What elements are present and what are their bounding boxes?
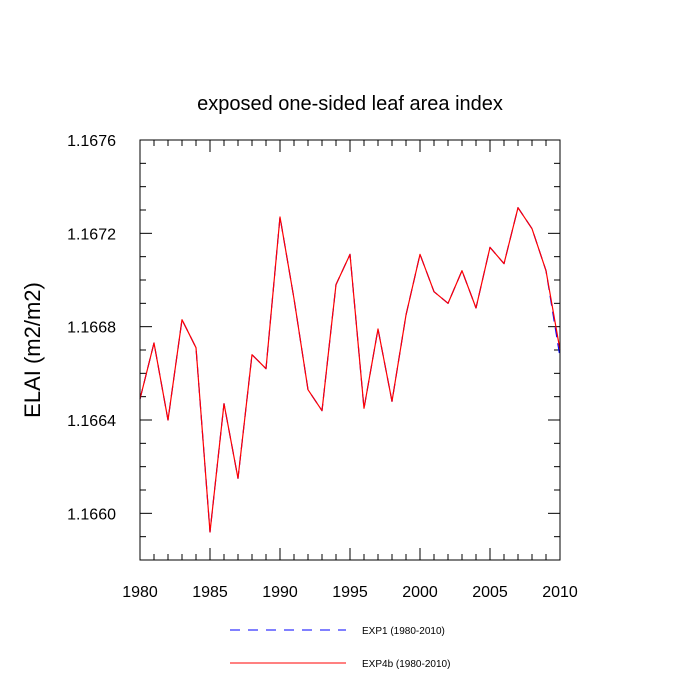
- y-tick-label: 1.1676: [67, 133, 116, 150]
- x-tick-label: 1995: [332, 584, 368, 601]
- chart-title: exposed one-sided leaf area index: [197, 93, 503, 115]
- y-tick-label: 1.1672: [67, 226, 116, 243]
- y-tick-label: 1.1668: [67, 320, 116, 337]
- legend: EXP1 (1980-2010) EXP4b (1980-2010): [230, 626, 450, 670]
- x-tick-label: 1990: [262, 584, 298, 601]
- series-line-2: [139, 207, 561, 533]
- x-tick-label: 2000: [402, 584, 438, 601]
- y-axis-label: ELAI (m2/m2): [20, 282, 45, 418]
- x-tick-label: 2005: [472, 584, 508, 601]
- legend-label-1: EXP1 (1980-2010): [362, 626, 445, 637]
- axis-ticks: 1980 1985 1990 1995 2000 2005 2010 1.1660 1.1664…: [67, 133, 578, 601]
- plot-area: [139, 207, 561, 533]
- y-tick-label: 1.1660: [67, 506, 116, 523]
- x-tick-label: 1985: [192, 584, 228, 601]
- legend-label-2: EXP4b (1980-2010): [362, 659, 450, 670]
- x-tick-label: 2010: [542, 584, 578, 601]
- plot-frame: [139, 139, 561, 561]
- x-tick-label: 1980: [122, 584, 158, 601]
- y-tick-label: 1.1664: [67, 413, 116, 430]
